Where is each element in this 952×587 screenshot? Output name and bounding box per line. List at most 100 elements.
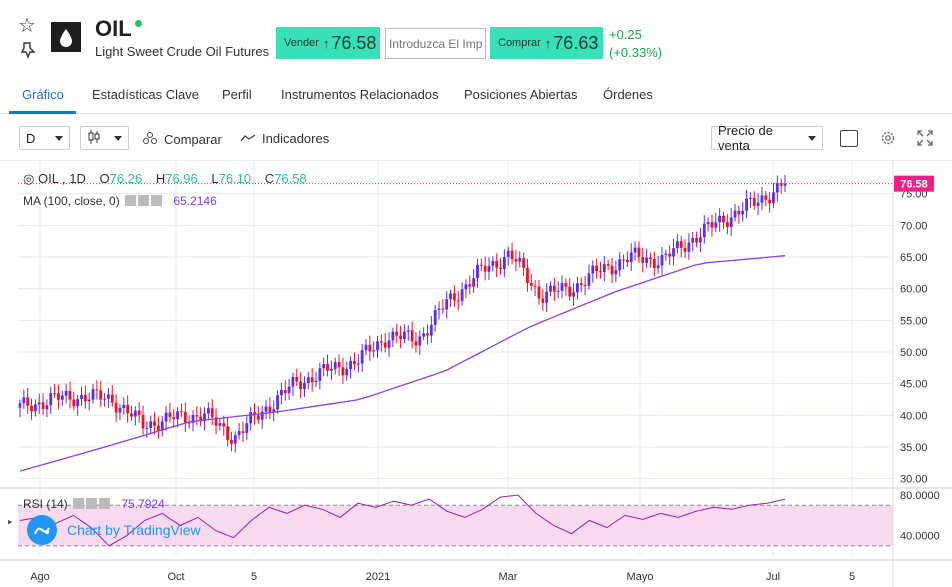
amount-input[interactable] bbox=[385, 28, 486, 59]
candle-body bbox=[172, 417, 176, 420]
candle-body bbox=[291, 376, 295, 387]
candle-body bbox=[145, 427, 149, 429]
low-key: L bbox=[211, 171, 219, 186]
candle-body bbox=[110, 394, 114, 403]
settings-icon[interactable] bbox=[86, 498, 98, 509]
gear-icon[interactable] bbox=[880, 130, 896, 151]
candle-body bbox=[429, 324, 433, 336]
candle-body bbox=[37, 402, 41, 405]
star-icon[interactable]: ☆ bbox=[18, 15, 36, 37]
candle-body bbox=[722, 215, 725, 223]
tab-profile[interactable]: Perfil bbox=[222, 87, 252, 102]
candle-body bbox=[714, 222, 718, 228]
candle-body bbox=[476, 264, 479, 279]
candle-body bbox=[583, 285, 587, 287]
candle-body bbox=[45, 405, 49, 410]
candle-body bbox=[649, 257, 652, 259]
candle-body bbox=[395, 331, 399, 336]
candle-body bbox=[772, 192, 775, 204]
rsi-band bbox=[18, 504, 893, 547]
tab-open-positions[interactable]: Posiciones Abiertas bbox=[464, 87, 578, 102]
close-icon[interactable] bbox=[151, 195, 163, 206]
buy-button[interactable]: Comprar ↑ 76.63 bbox=[490, 27, 603, 59]
ma-legend: MA (100, close, 0) 65.2146 bbox=[23, 194, 217, 208]
price-tick-label: 45.00 bbox=[900, 379, 928, 391]
candle-body bbox=[310, 377, 314, 383]
candle-body bbox=[160, 421, 164, 431]
eye-icon[interactable] bbox=[125, 195, 137, 206]
candle-body bbox=[679, 241, 683, 248]
candle-body bbox=[522, 258, 525, 268]
price-chart[interactable]: 75.00 70.00 65.00 60.00 55.00 50.00 45.00 40.00… bbox=[0, 159, 952, 587]
tab-chart[interactable]: Gráfico bbox=[22, 87, 64, 102]
candle-body bbox=[499, 267, 502, 269]
time-tick-label: 5 bbox=[251, 571, 257, 583]
ohlc-legend: ◎ OIL , 1D O76.26 H76.96 L76.10 C76.58 bbox=[23, 171, 307, 187]
change-abs: +0.25 bbox=[609, 27, 642, 42]
chart-style-select[interactable] bbox=[80, 126, 129, 150]
compare-label: Comparar bbox=[164, 132, 222, 147]
candle-body bbox=[752, 197, 756, 206]
tab-orders[interactable]: Órdenes bbox=[603, 87, 653, 102]
candle-body bbox=[137, 410, 141, 415]
settings-icon[interactable] bbox=[138, 195, 150, 206]
eye-icon[interactable] bbox=[73, 498, 85, 509]
legend-title: OIL , 1D bbox=[37, 171, 86, 186]
tab-related-instruments[interactable]: Instrumentos Relacionados bbox=[281, 87, 439, 102]
high-value: 76.96 bbox=[165, 171, 198, 186]
indicators-button[interactable]: Indicadores bbox=[240, 131, 329, 146]
compare-button[interactable]: Comparar bbox=[142, 131, 222, 148]
indicators-label: Indicadores bbox=[262, 131, 330, 146]
chevron-down-icon bbox=[55, 135, 63, 141]
open-value: 76.26 bbox=[109, 171, 143, 186]
candle-body bbox=[83, 394, 87, 402]
candle-body bbox=[180, 411, 183, 413]
rsi-value: 75.7924 bbox=[121, 497, 165, 511]
candle-body bbox=[541, 298, 545, 303]
sell-button[interactable]: Vender ↑ 76.58 bbox=[276, 27, 380, 59]
candle-body bbox=[368, 344, 372, 352]
sell-label: Vender bbox=[284, 37, 319, 49]
candle-body bbox=[418, 336, 422, 346]
fullscreen-icon[interactable] bbox=[917, 130, 933, 151]
legend-eye-icon[interactable]: ◎ bbox=[23, 171, 35, 186]
candle-body bbox=[283, 390, 287, 394]
candle-body bbox=[618, 259, 622, 271]
price-type-select[interactable]: Precio de venta bbox=[711, 123, 823, 153]
candle-body bbox=[122, 404, 126, 409]
candle-body bbox=[30, 405, 33, 412]
candle-body bbox=[141, 414, 145, 429]
candle-body bbox=[572, 292, 575, 297]
rsi-line bbox=[19, 494, 786, 547]
candle-body bbox=[775, 182, 779, 193]
candle-body bbox=[668, 253, 672, 257]
candle-body bbox=[410, 330, 414, 342]
rsi-label: RSI (14) bbox=[23, 497, 68, 511]
candle-body bbox=[437, 308, 441, 311]
candle-body bbox=[591, 265, 595, 274]
candle-body bbox=[133, 410, 137, 417]
tradingview-badge[interactable]: Chart by TradingView bbox=[27, 515, 217, 545]
candle-body bbox=[495, 260, 499, 268]
candle-body bbox=[33, 404, 37, 412]
tab-key-stats[interactable]: Estadísticas Clave bbox=[92, 87, 199, 102]
candle-body bbox=[210, 408, 214, 418]
candle-body bbox=[272, 409, 276, 413]
candle-body bbox=[683, 247, 687, 252]
chevron-down-icon bbox=[808, 135, 816, 141]
rsi-tick-label: 40.0000 bbox=[900, 531, 940, 543]
interval-select[interactable]: D bbox=[19, 126, 70, 150]
close-value: 76.58 bbox=[274, 171, 307, 186]
chart-area[interactable]: 75.00 70.00 65.00 60.00 55.00 50.00 45.00 40.00… bbox=[0, 159, 952, 587]
candle-body bbox=[741, 210, 745, 215]
low-value: 76.10 bbox=[218, 171, 252, 186]
close-icon[interactable] bbox=[99, 498, 111, 509]
candle-body bbox=[80, 394, 83, 400]
candle-body bbox=[379, 341, 383, 343]
change-pct: (+0.33%) bbox=[609, 45, 663, 60]
screenshot-checkbox[interactable] bbox=[840, 130, 858, 147]
candle-body bbox=[737, 210, 741, 215]
alert-icon[interactable] bbox=[18, 40, 42, 65]
candle-body bbox=[768, 199, 772, 204]
candle-body bbox=[164, 412, 168, 422]
